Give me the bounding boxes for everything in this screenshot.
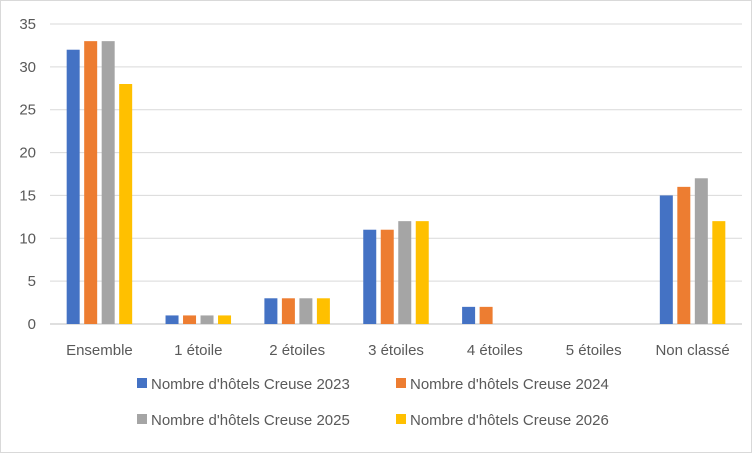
bar <box>694 178 708 324</box>
y-tick-label: 35 <box>19 16 36 33</box>
bar <box>415 221 429 324</box>
x-tick-label: 1 étoile <box>174 342 222 359</box>
bar <box>101 41 115 325</box>
x-tick-label: 5 étoiles <box>566 342 622 359</box>
bar <box>363 229 377 324</box>
x-tick-label: 3 étoiles <box>368 342 424 359</box>
bar <box>218 315 232 324</box>
legend-swatch <box>396 414 406 424</box>
bar <box>264 298 278 324</box>
bar <box>299 298 313 324</box>
bar <box>165 315 179 324</box>
x-tick-label: 4 étoiles <box>467 342 523 359</box>
bar <box>462 306 476 324</box>
x-tick-label: 2 étoiles <box>269 342 325 359</box>
y-tick-label: 0 <box>28 316 36 333</box>
y-tick-label: 20 <box>19 145 36 162</box>
y-tick-label: 25 <box>19 102 36 119</box>
legend-label: Nombre d'hôtels Creuse 2024 <box>410 376 609 393</box>
bar <box>316 298 330 324</box>
bar <box>183 315 197 324</box>
bar <box>200 315 214 324</box>
legend-swatch <box>137 414 147 424</box>
bar <box>398 221 412 324</box>
bar <box>119 84 133 324</box>
bar <box>659 195 673 324</box>
y-tick-label: 5 <box>28 273 36 290</box>
bar <box>479 306 493 324</box>
bar <box>677 186 691 324</box>
bar <box>281 298 295 324</box>
legend-label: Nombre d'hôtels Creuse 2023 <box>151 376 350 393</box>
x-tick-label: Non classé <box>655 342 729 359</box>
y-tick-label: 10 <box>19 230 36 247</box>
legend-swatch <box>137 378 147 388</box>
y-tick-label: 30 <box>19 59 36 76</box>
bar <box>66 49 80 324</box>
legend-swatch <box>396 378 406 388</box>
legend-label: Nombre d'hôtels Creuse 2025 <box>151 412 350 429</box>
y-tick-label: 15 <box>19 187 36 204</box>
bar <box>380 229 394 324</box>
bar <box>84 41 98 325</box>
bar <box>712 221 726 324</box>
x-tick-label: Ensemble <box>66 342 133 359</box>
legend-label: Nombre d'hôtels Creuse 2026 <box>410 412 609 429</box>
